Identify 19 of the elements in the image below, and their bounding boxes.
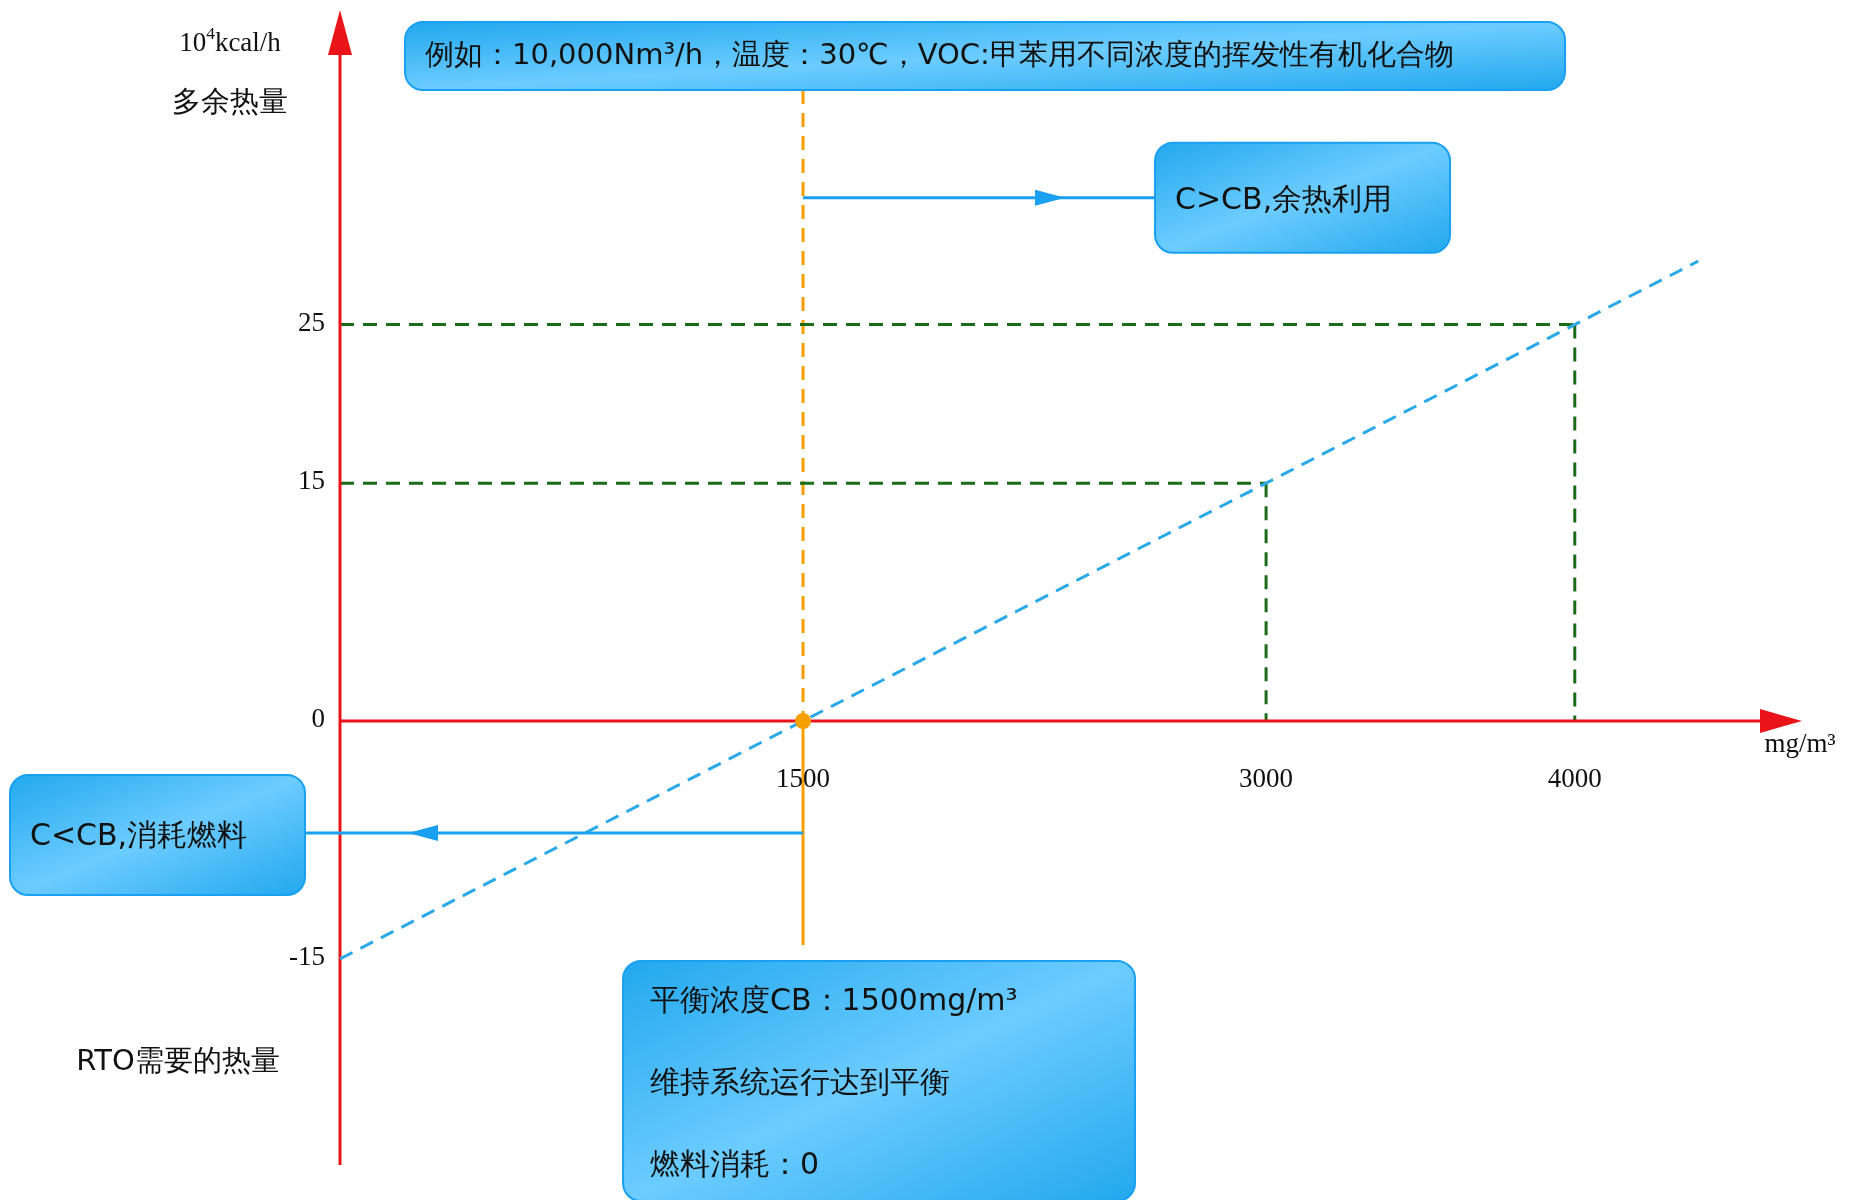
y-tick-label: 25	[298, 306, 325, 337]
annotation: C>CB,余热利用	[1175, 180, 1393, 216]
line-series	[338, 259, 1700, 961]
x-axis-title: mg/m³	[1764, 728, 1836, 759]
annotation: 燃料消耗：0	[650, 1145, 820, 1181]
chart-title: 例如：10,000Nm³/h，温度：30℃，VOC:甲苯用不同浓度的挥发性有机化合物	[425, 37, 1454, 71]
y-axis-title: 10$^{4}$kcal/h	[179, 23, 282, 58]
text: 多余热量	[172, 84, 288, 118]
box-left: C<CB,消耗燃料	[9, 774, 306, 896]
y-tick-label: -15	[289, 941, 325, 972]
box-right: C>CB,余热利用	[1154, 141, 1452, 254]
text: RTO需要的热量	[76, 1043, 280, 1077]
x-tick-label: 4000	[1547, 763, 1602, 794]
x-tick-label: 3000	[1239, 763, 1294, 794]
y-tick-label: 15	[298, 465, 325, 496]
annotation: 平衡浓度CB：1500mg/m³	[650, 981, 1018, 1017]
annotation: 维持系统运行达到平衡	[650, 1063, 951, 1099]
y-tick-label: 0	[311, 703, 325, 734]
box-bottom: 平衡浓度CB：1500mg/m³ 维持系统运行达到平衡 燃料消耗：0	[622, 960, 1137, 1200]
